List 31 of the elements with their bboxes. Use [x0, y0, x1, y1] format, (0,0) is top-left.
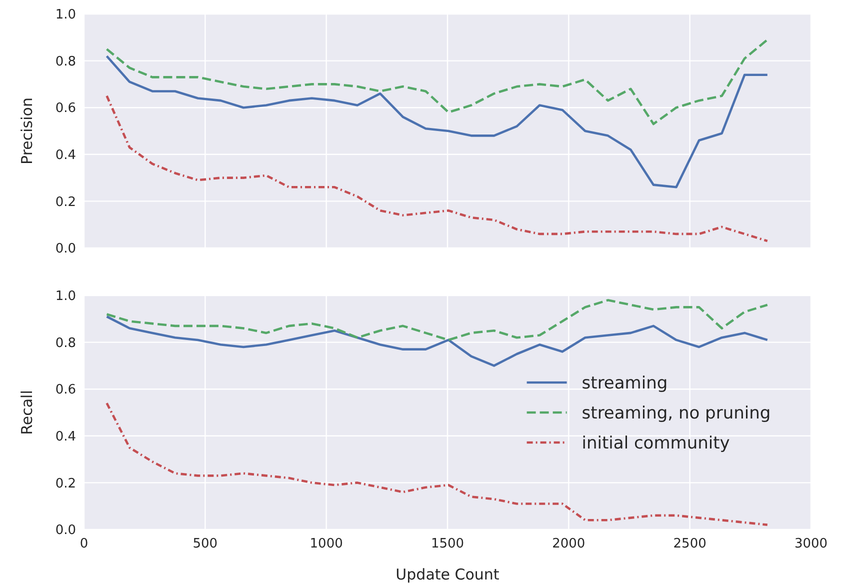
y-axis-title: Recall — [18, 390, 36, 435]
x-tick-label: 2500 — [673, 536, 706, 552]
y-tick-label: 0.2 — [55, 194, 76, 210]
legend-label: streaming — [582, 373, 668, 394]
line-series — [106, 402, 769, 526]
y-tick-label: 0.0 — [55, 242, 76, 257]
y-tick-label: 1.0 — [55, 289, 76, 304]
legend-label: initial community — [582, 433, 730, 454]
line-series — [106, 315, 769, 367]
y-tick-label: 0.2 — [55, 476, 76, 492]
y-tick-label: 0.8 — [55, 54, 76, 70]
line-series — [106, 38, 769, 126]
line-series — [106, 299, 769, 342]
x-axis-title: Update Count — [396, 566, 500, 584]
legend-label: streaming, no pruning — [582, 403, 771, 424]
y-tick-label: 0.0 — [55, 523, 76, 538]
y-tick-label: 0.6 — [55, 382, 76, 398]
x-tick-label: 1500 — [430, 536, 464, 552]
x-tick-label: 0 — [80, 536, 88, 552]
x-tick-label: 1000 — [310, 536, 343, 552]
x-tick-label: 3000 — [794, 536, 828, 552]
y-tick-label: 1.0 — [55, 8, 76, 23]
x-tick-label: 500 — [192, 536, 218, 552]
line-series — [106, 94, 769, 242]
line-series — [106, 54, 769, 188]
y-tick-label: 0.8 — [55, 336, 76, 351]
y-tick-label: 0.6 — [55, 101, 76, 116]
x-tick-label: 2000 — [552, 536, 586, 552]
y-tick-label: 0.4 — [55, 429, 76, 444]
y-tick-label: 0.4 — [55, 148, 76, 163]
y-axis-title: Precision — [18, 98, 36, 164]
